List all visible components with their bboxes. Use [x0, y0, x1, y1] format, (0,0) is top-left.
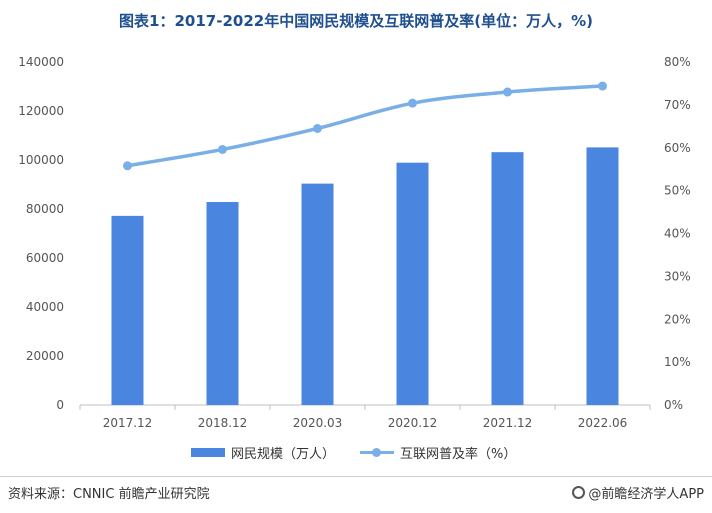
left-axis-tick-label: 20000	[26, 349, 64, 363]
right-axis-tick-label: 50%	[664, 184, 691, 198]
right-axis-tick-label: 80%	[664, 55, 691, 69]
legend-item-bars: 网民规模（万人）	[191, 443, 335, 462]
x-axis-tick-label: 2022.06	[578, 416, 628, 430]
left-axis-tick-label: 40000	[26, 300, 64, 314]
left-axis-tick-label: 100000	[18, 153, 64, 167]
legend-bar-swatch	[191, 448, 225, 457]
legend-label-bars: 网民规模（万人）	[231, 447, 336, 462]
bar	[396, 162, 429, 405]
footer-divider	[0, 476, 712, 477]
legend-label-line: 互联网普及率（%）	[400, 447, 517, 462]
brand-credit: @前瞻经济学人APP	[572, 483, 704, 502]
line-point	[123, 161, 132, 171]
left-axis: 0 20000 40000 60000 80000 100000 120000 140000	[18, 55, 64, 412]
right-axis-tick-label: 30%	[664, 269, 691, 283]
right-axis-tick-label: 10%	[664, 355, 691, 369]
line-point	[218, 144, 227, 154]
legend-line-swatch	[360, 448, 394, 457]
bar	[301, 183, 334, 405]
bar	[111, 215, 144, 405]
x-axis-tick-label: 2018.12	[198, 416, 248, 430]
right-axis-tick-label: 20%	[664, 312, 691, 326]
x-axis-tick-label: 2021.12	[483, 416, 533, 430]
x-axis-tick-label: 2020.03	[293, 416, 343, 430]
brand-logo-icon	[572, 486, 586, 499]
brand-label: @前瞻经济学人APP	[588, 487, 704, 502]
chart-title: 图表1：2017-2022年中国网民规模及互联网普及率(单位：万人，%)	[119, 12, 593, 30]
x-axis-tick-label: 2017.12	[103, 416, 153, 430]
bar-series	[111, 147, 619, 405]
x-axis: 2017.12 2018.12 2020.03 2020.12 2021.12 2022.…	[79, 405, 651, 430]
line-point	[503, 87, 512, 97]
right-axis-tick-label: 40%	[664, 227, 691, 241]
bar	[586, 147, 619, 405]
line-path	[125, 84, 605, 168]
left-axis-tick-label: 80000	[26, 202, 64, 216]
source-note: 资料来源：CNNIC 前瞻产业研究院	[8, 487, 210, 502]
right-axis-tick-label: 60%	[664, 141, 691, 155]
left-axis-tick-label: 0	[56, 398, 64, 412]
left-axis-tick-label: 140000	[18, 55, 64, 69]
line-series	[123, 81, 607, 171]
line-point	[408, 98, 417, 108]
legend-item-line: 互联网普及率（%）	[360, 443, 516, 462]
right-axis-tick-label: 0%	[664, 398, 683, 412]
line-point	[313, 123, 322, 133]
bar	[491, 152, 524, 405]
line-point	[598, 81, 607, 91]
combo-chart: 020000400006000080000100000120000140000 …	[18, 55, 691, 430]
left-axis-tick-label: 120000	[18, 104, 64, 118]
bar	[206, 202, 239, 405]
x-axis-tick-label: 2020.12	[388, 416, 438, 430]
legend: 网民规模（万人） 互联网普及率（%）	[0, 443, 712, 463]
right-axis: 0% 10% 20% 30% 40% 50% 60% 70% 80%	[664, 55, 691, 412]
left-axis-tick-label: 60000	[26, 251, 64, 265]
right-axis-tick-label: 70%	[664, 98, 691, 112]
